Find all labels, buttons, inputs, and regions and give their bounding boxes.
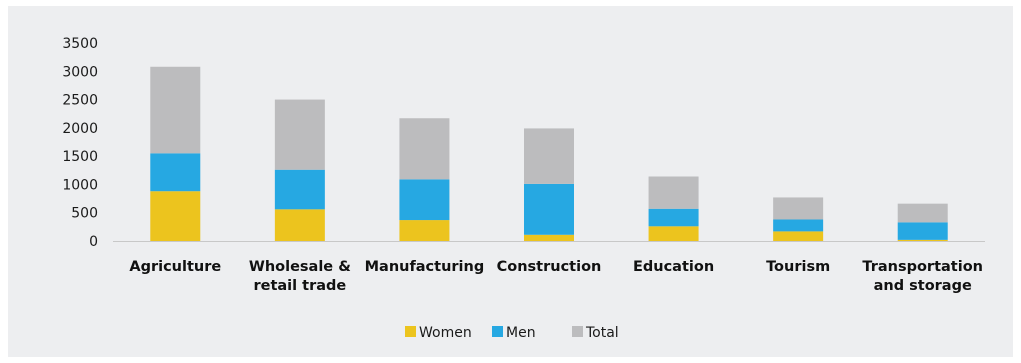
bar-women bbox=[648, 226, 699, 241]
bar-men bbox=[648, 208, 699, 227]
bar-total bbox=[524, 128, 574, 184]
x-axis-category-labels: Agriculture Wholesale & retail trade Manufa… bbox=[129, 259, 983, 294]
y-tick-label: 1500 bbox=[62, 149, 98, 165]
x-category-label: and storage bbox=[874, 278, 972, 294]
bar-men bbox=[897, 222, 948, 240]
y-tick-label: 500 bbox=[71, 206, 98, 222]
bar-women bbox=[524, 234, 574, 241]
legend: Women Men Total bbox=[405, 325, 619, 341]
x-category-label: Education bbox=[633, 259, 714, 275]
legend-label-men: Men bbox=[506, 325, 536, 341]
bar-total bbox=[897, 203, 948, 223]
y-axis-ticks: 0 500 1000 1500 2000 2500 3000 3500 bbox=[62, 36, 98, 250]
bar-men bbox=[274, 169, 325, 210]
x-category-label: Agriculture bbox=[129, 259, 221, 275]
x-category-label: Manufacturing bbox=[365, 259, 485, 275]
bar-women bbox=[150, 191, 201, 241]
bar-women bbox=[399, 220, 450, 241]
bar-men bbox=[773, 219, 824, 232]
y-tick-label: 3000 bbox=[62, 64, 98, 80]
bar-total bbox=[274, 99, 325, 170]
legend-swatch-women bbox=[405, 326, 416, 337]
x-category-label: Construction bbox=[497, 259, 602, 275]
bar-men bbox=[399, 179, 450, 221]
bar-women bbox=[274, 209, 325, 241]
bar-men bbox=[524, 183, 574, 235]
legend-label-total: Total bbox=[585, 325, 619, 341]
bar-total bbox=[150, 66, 201, 154]
bar-total bbox=[773, 197, 824, 220]
legend-swatch-total bbox=[572, 326, 583, 337]
y-tick-label: 2000 bbox=[62, 121, 98, 137]
y-tick-label: 3500 bbox=[62, 36, 98, 52]
bar-women bbox=[773, 231, 824, 241]
y-tick-label: 0 bbox=[89, 234, 98, 250]
bar-women bbox=[897, 239, 948, 241]
y-tick-label: 2500 bbox=[62, 93, 98, 109]
legend-label-women: Women bbox=[419, 325, 472, 341]
bar-men bbox=[150, 153, 201, 192]
bar-total bbox=[648, 176, 699, 209]
bar-series bbox=[150, 66, 948, 241]
bar-total bbox=[399, 118, 450, 180]
legend-swatch-men bbox=[492, 326, 503, 337]
x-category-label: retail trade bbox=[253, 278, 346, 294]
y-tick-label: 1000 bbox=[62, 177, 98, 193]
x-category-label: Tourism bbox=[766, 259, 830, 275]
x-category-label: Transportation bbox=[862, 259, 983, 275]
x-category-label: Wholesale & bbox=[249, 259, 351, 275]
